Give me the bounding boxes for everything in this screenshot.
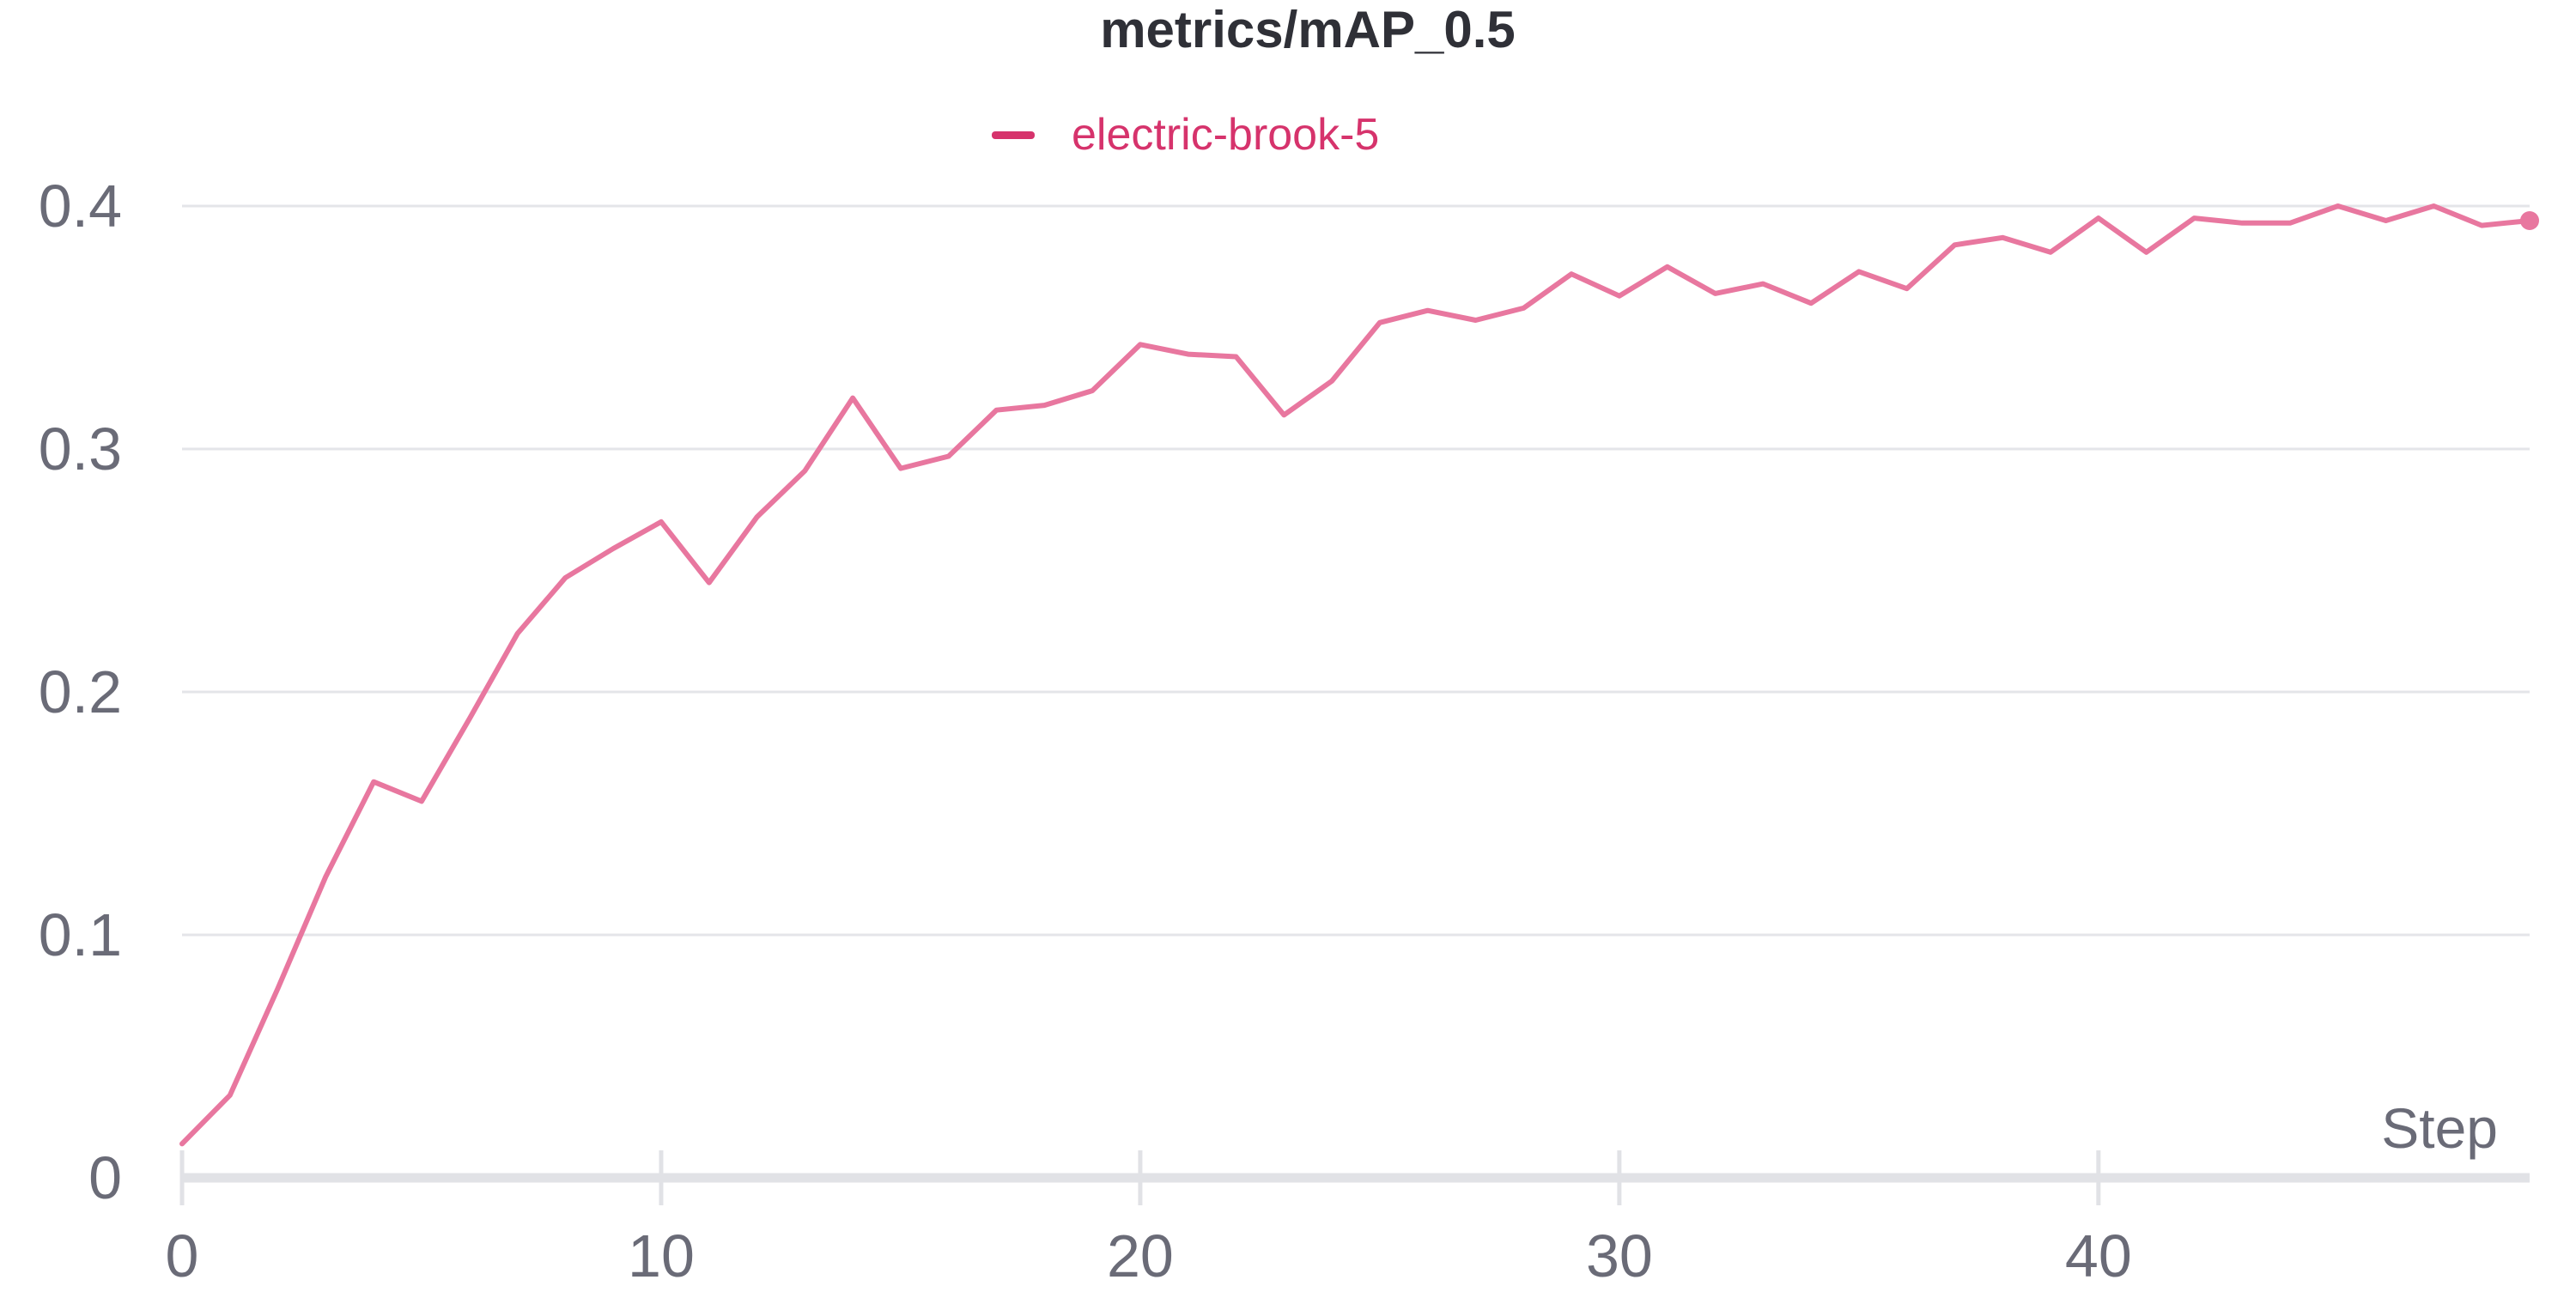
legend[interactable]: electric-brook-5 [992, 110, 1379, 160]
x-axis: 0 10 20 30 40 [166, 1150, 2530, 1289]
x-tick-label: 10 [628, 1222, 695, 1288]
x-tick-label: 30 [1586, 1222, 1653, 1288]
y-tick-label: 0.4 [39, 173, 122, 240]
y-tick-label: 0 [88, 1144, 122, 1211]
x-axis-title: Step [2381, 1096, 2498, 1160]
gridlines [182, 204, 2530, 937]
y-tick-label: 0.3 [39, 416, 122, 482]
y-axis: 0 0.1 0.2 0.3 0.4 [39, 173, 122, 1211]
legend-swatch [992, 131, 1035, 139]
y-tick-label: 0.1 [39, 901, 122, 968]
chart-title: metrics/mAP_0.5 [1100, 1, 1516, 58]
series-endpoint-marker [2520, 210, 2539, 230]
legend-label: electric-brook-5 [1072, 110, 1379, 160]
plot-area[interactable] [179, 203, 2539, 1147]
series-line-electric-brook-5 [179, 203, 2532, 1147]
y-tick-label: 0.2 [39, 658, 122, 725]
x-tick-label: 40 [2065, 1222, 2132, 1288]
x-tick-label: 0 [166, 1222, 199, 1288]
x-tick-label: 20 [1107, 1222, 1174, 1288]
